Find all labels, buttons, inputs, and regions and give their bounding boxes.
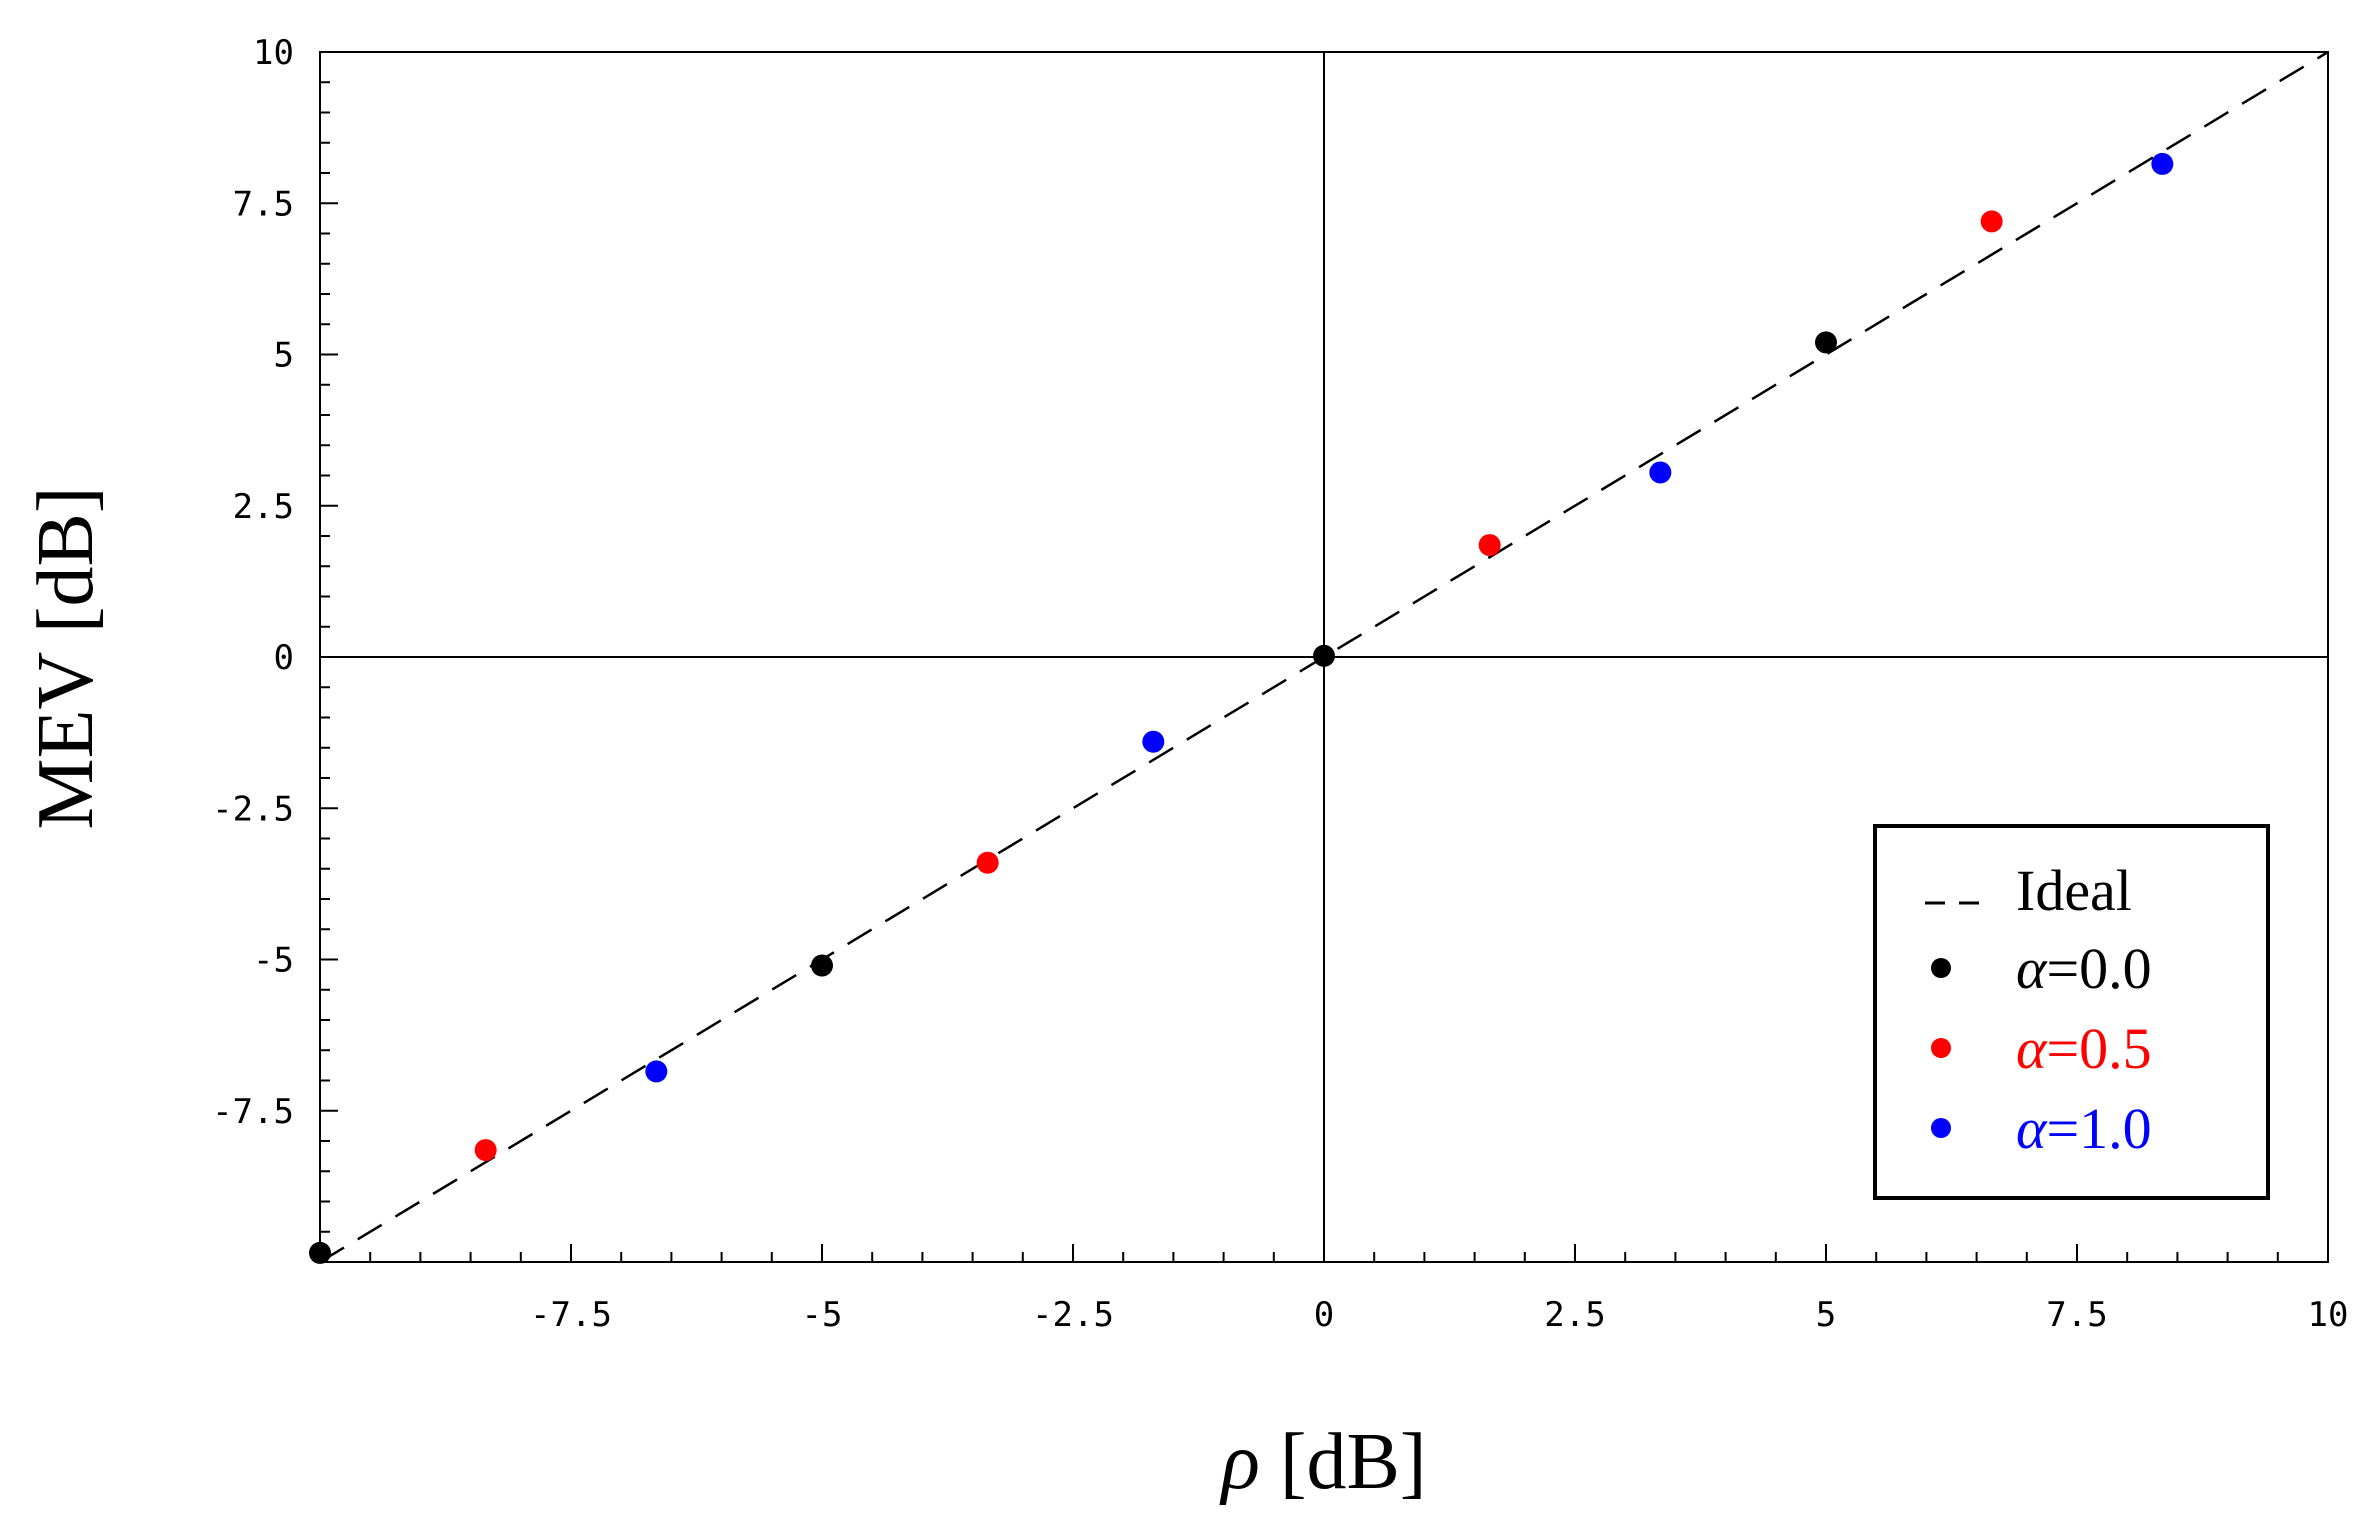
y-axis-title: MEV [dB] — [22, 487, 110, 830]
legend-ideal-label: Ideal — [2016, 858, 2132, 923]
data-point-series-2 — [1649, 461, 1672, 484]
y-tick-label: 0 — [274, 638, 294, 678]
legend-label-series-1: α=0.5 — [2016, 1016, 2152, 1081]
legend-label-series-2: α=1.0 — [2016, 1096, 2152, 1161]
data-point-series-0 — [309, 1241, 331, 1264]
x-tick-label: -2.5 — [1032, 1295, 1114, 1335]
legend-label-value: =0.0 — [2046, 936, 2151, 1001]
legend-series: α=0.0α=0.5α=1.0 — [1931, 936, 2152, 1161]
x-tick-label: 0 — [1314, 1295, 1334, 1335]
x-axis-ticks: -7.5 -5 -2.5 0 2.5 5 7.5 10 — [319, 1244, 2349, 1335]
x-tick-label: 10 — [2308, 1295, 2349, 1335]
y-tick-label: 7.5 — [233, 184, 294, 224]
x-tick-label: 2.5 — [1544, 1295, 1605, 1335]
legend-label-symbol: α — [2016, 1096, 2048, 1161]
legend-marker-series-2 — [1931, 1118, 1951, 1138]
legend-label-symbol: α — [2016, 936, 2048, 1001]
x-tick-label: 5 — [1816, 1295, 1836, 1335]
y-axis-ticks: -7.5 -5 -2.5 0 2.5 5 7.5 10 — [212, 33, 338, 1263]
data-point-series-0 — [811, 954, 833, 977]
data-points — [309, 152, 2174, 1264]
legend-marker-series-0 — [1931, 958, 1951, 978]
data-point-series-2 — [1142, 730, 1165, 753]
data-point-series-2 — [645, 1060, 668, 1083]
data-point-series-1 — [1478, 534, 1501, 557]
y-tick-label: 5 — [274, 336, 294, 376]
data-point-series-0 — [1313, 644, 1335, 667]
y-tick-label: -2.5 — [212, 789, 294, 829]
x-tick-label: -7.5 — [530, 1295, 612, 1335]
data-point-series-1 — [976, 851, 999, 874]
legend-label-series-0: α=0.0 — [2016, 936, 2152, 1001]
ideal-line — [319, 50, 2329, 1264]
legend: Ideal α=0.0α=0.5α=1.0 — [1873, 824, 2270, 1200]
legend-label-value: =0.5 — [2046, 1016, 2151, 1081]
legend-label-symbol: α — [2016, 1016, 2048, 1081]
y-tick-label: -7.5 — [212, 1092, 294, 1132]
y-tick-label: 2.5 — [233, 487, 294, 527]
legend-marker-series-1 — [1931, 1038, 1951, 1058]
data-point-series-1 — [1980, 210, 2003, 233]
legend-label-value: =1.0 — [2046, 1096, 2151, 1161]
x-axis-title: ρ [dB] — [1218, 1418, 1426, 1506]
data-point-series-2 — [2151, 152, 2174, 175]
x-tick-label: -5 — [802, 1295, 843, 1335]
data-point-series-1 — [474, 1139, 497, 1162]
x-axis-title-unit: [dB] — [1260, 1418, 1427, 1506]
x-axis-title-symbol: ρ — [1218, 1418, 1259, 1506]
y-tick-label: 10 — [253, 33, 294, 73]
x-tick-label: 7.5 — [2046, 1295, 2107, 1335]
data-point-series-0 — [1815, 331, 1837, 354]
y-tick-label: -5 — [253, 941, 294, 981]
